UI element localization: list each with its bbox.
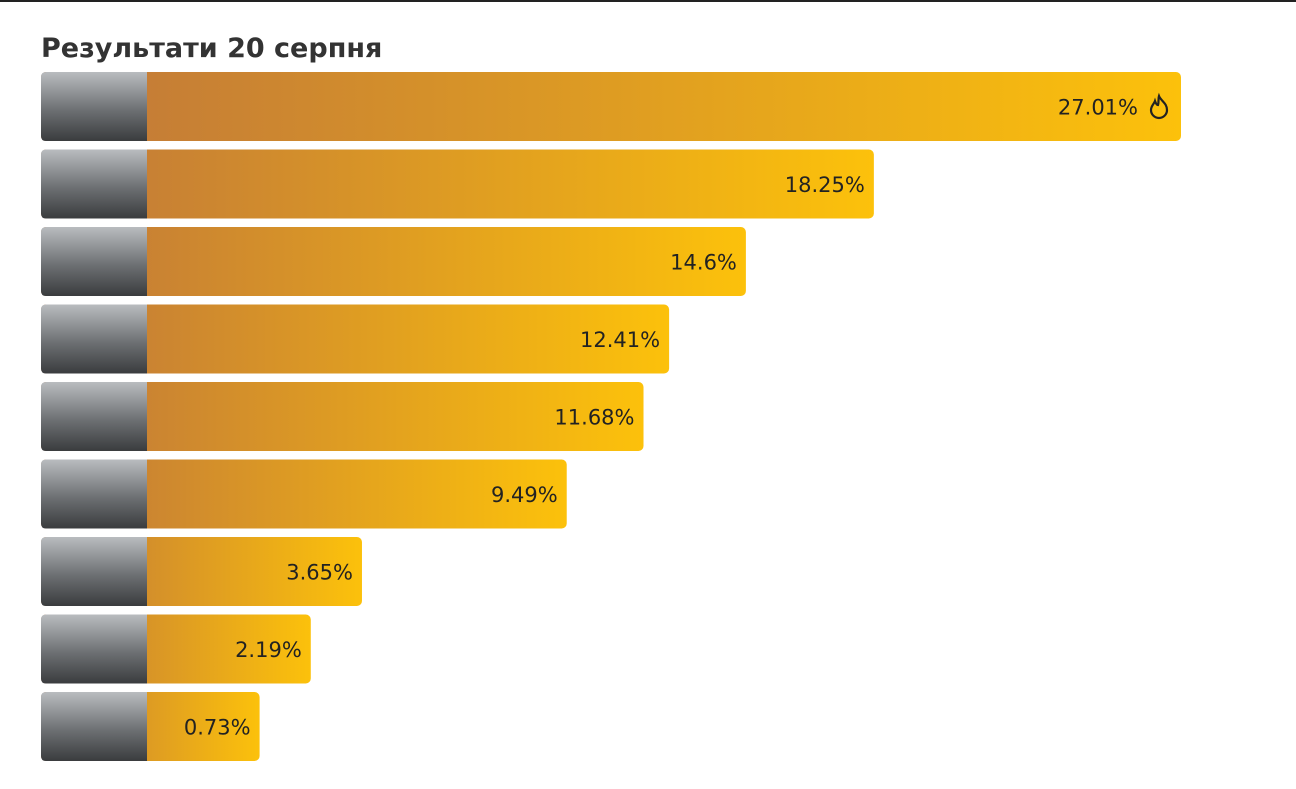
bar xyxy=(41,459,567,529)
bar xyxy=(41,227,746,296)
value-label: 0.73% xyxy=(184,716,251,740)
value-label: 2.19% xyxy=(235,638,302,662)
value-label: 3.65% xyxy=(286,561,353,585)
car-thumbnail xyxy=(41,227,147,296)
top-border xyxy=(0,0,1296,2)
car-thumbnail xyxy=(41,537,147,606)
bar xyxy=(41,72,1181,141)
value-label: 14.6% xyxy=(670,251,737,275)
car-thumbnail xyxy=(41,614,147,684)
car-thumbnail xyxy=(41,304,147,374)
chart-title: Результати 20 серпня xyxy=(41,33,382,64)
bar xyxy=(41,304,670,374)
car-thumbnail xyxy=(41,72,147,141)
bar xyxy=(41,149,874,219)
value-label: 12.41% xyxy=(580,328,660,352)
car-thumbnail xyxy=(41,149,147,219)
value-label: 18.25% xyxy=(785,173,865,197)
car-thumbnail xyxy=(41,459,147,529)
car-thumbnail xyxy=(41,382,147,451)
value-label: 11.68% xyxy=(554,406,634,430)
car-thumbnail xyxy=(41,692,147,761)
value-label: 27.01% xyxy=(1058,96,1138,120)
fire-icon xyxy=(1149,92,1169,120)
bar xyxy=(41,382,644,451)
value-label: 9.49% xyxy=(491,483,558,507)
